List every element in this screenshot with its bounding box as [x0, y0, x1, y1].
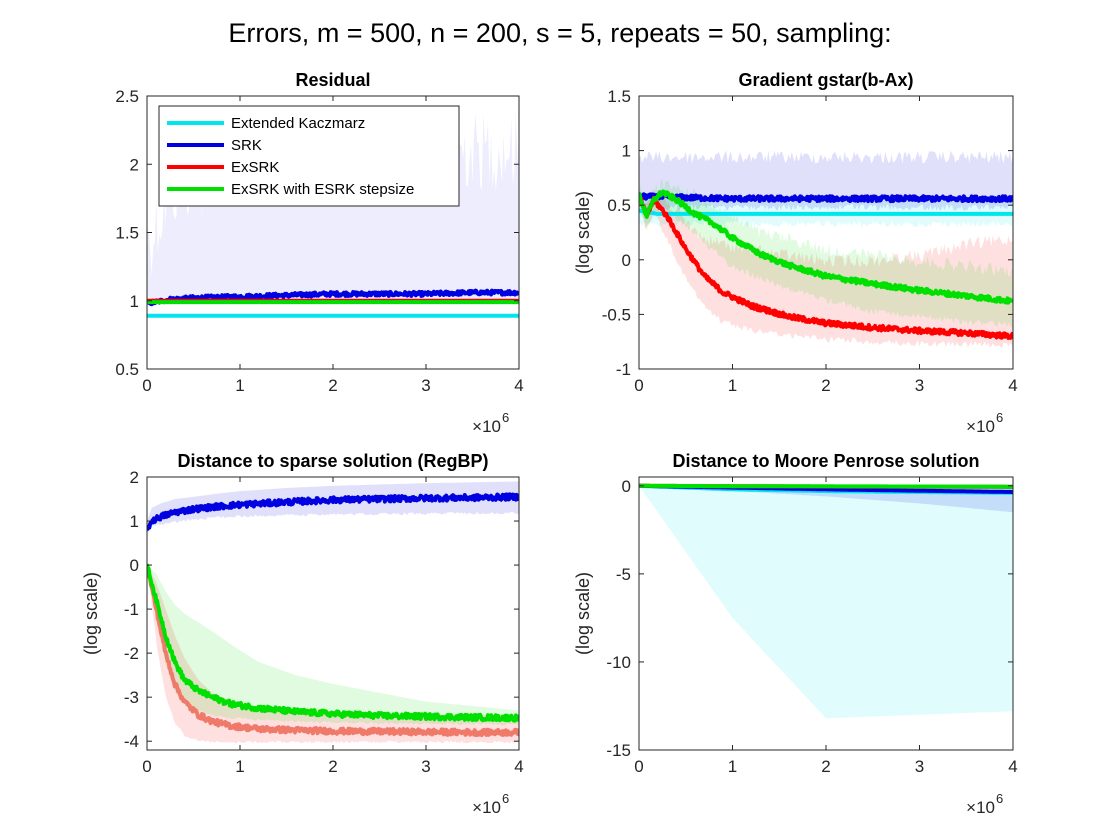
series-line-exsrk — [147, 565, 519, 738]
axes-background — [639, 477, 1013, 750]
x-exponent-label: ×10 — [966, 798, 995, 817]
x-tick-label: 4 — [514, 376, 523, 395]
y-tick-label: -4 — [124, 732, 139, 751]
plot-area — [147, 481, 519, 744]
y-tick-label: -1 — [124, 600, 139, 619]
y-tick-label: 0 — [130, 556, 139, 575]
y-tick-label: 2 — [130, 468, 139, 487]
x-exponent: 6 — [996, 410, 1003, 425]
y-tick-label: -5 — [616, 565, 631, 584]
y-axis-label: (log scale) — [81, 572, 101, 655]
legend-label-srk: SRK — [231, 137, 262, 154]
series-line-exsrk-with-esrk-stepsize — [639, 189, 1013, 305]
y-tick-label: -1 — [616, 360, 631, 379]
y-tick-label: 1 — [130, 512, 139, 531]
x-tick-label: 2 — [328, 757, 337, 776]
x-tick-label: 4 — [1008, 376, 1017, 395]
subplot-3: 0 1 2 3 4 -4 -3 -2 -1 0 1 2 ×10 6 Distance to sparse s… — [81, 451, 524, 817]
subplot-2: 0 1 2 3 4 -1 -0.5 0 0.5 1 1.5 ×10 6 Gradient gstar(b-… — [573, 70, 1018, 436]
x-tick-label: 4 — [1008, 757, 1017, 776]
y-axis-label: (log scale) — [573, 191, 593, 274]
x-tick-label: 3 — [421, 757, 430, 776]
y-tick-label: -0.5 — [602, 305, 631, 324]
y-tick-label: 2 — [130, 155, 139, 174]
y-tick-label: 0.5 — [115, 360, 139, 379]
y-tick-label: -3 — [124, 688, 139, 707]
x-tick-label: 1 — [728, 757, 737, 776]
y-tick-label: -15 — [606, 741, 631, 760]
y-tick-label: 2.5 — [115, 87, 139, 106]
y-tick-label: 0 — [622, 251, 631, 270]
series-line-exsrk — [639, 193, 1013, 340]
legend-label-exsrk: ExSRK — [231, 159, 279, 176]
x-exponent-label: ×10 — [472, 417, 501, 436]
y-tick-label: 1 — [622, 142, 631, 161]
axes-title: Distance to sparse solution (RegBP) — [177, 451, 488, 471]
x-tick-label: 1 — [728, 376, 737, 395]
y-tick-label: -10 — [606, 653, 631, 672]
x-tick-label: 1 — [235, 757, 244, 776]
y-tick-label: 0 — [622, 477, 631, 496]
x-exponent-label: ×10 — [472, 798, 501, 817]
plot-area — [639, 150, 1013, 349]
axes-background — [147, 477, 519, 750]
x-tick-label: 0 — [634, 376, 643, 395]
x-exponent: 6 — [502, 410, 509, 425]
x-tick-label: 1 — [235, 376, 244, 395]
series-line-exsrk-with-esrk-stepsize — [147, 563, 519, 723]
y-tick-label: 0.5 — [607, 196, 631, 215]
axes-title: Residual — [295, 70, 370, 90]
legend: Extended Kaczmarz SRK ExSRK ExSRK with ESRK… — [158, 105, 460, 207]
x-tick-label: 4 — [514, 757, 523, 776]
x-tick-label: 3 — [915, 757, 924, 776]
legend-label-extended-kaczmarz: Extended Kaczmarz — [231, 115, 365, 132]
x-exponent-label: ×10 — [966, 417, 995, 436]
y-tick-label: 1.5 — [115, 224, 139, 243]
band-exsrk-with-esrk-stepsize — [147, 562, 519, 726]
band-exsrk — [147, 564, 519, 744]
figure-title: Errors, m = 500, n = 200, s = 5, repeats… — [228, 18, 892, 48]
x-tick-label: 2 — [328, 376, 337, 395]
axes-title: Gradient gstar(b-Ax) — [738, 70, 913, 90]
plot-area — [639, 483, 1013, 719]
series-line-exsrk-with-esrk-stepsize — [639, 483, 1013, 489]
subplot-4: 0 1 2 3 4 -15 -10 -5 0 ×10 6 Distance to Moore Penr… — [573, 451, 1018, 817]
x-tick-label: 2 — [821, 376, 830, 395]
legend-label-exsrk-with-esrk-stepsize: ExSRK with ESRK stepsize — [231, 181, 414, 198]
subplot-1: 0 1 2 3 4 0.5 1 1.5 2 2.5 ×10 6 Residual Extended Kac… — [115, 70, 523, 436]
x-tick-label: 0 — [142, 376, 151, 395]
x-tick-label: 0 — [634, 757, 643, 776]
x-tick-label: 3 — [915, 376, 924, 395]
series-line-srk — [147, 288, 519, 307]
series-line-srk — [639, 192, 1013, 204]
y-tick-label: 1.5 — [607, 87, 631, 106]
series-line-srk — [147, 492, 519, 531]
x-tick-label: 0 — [142, 757, 151, 776]
x-tick-label: 3 — [421, 376, 430, 395]
y-tick-label: 1 — [130, 292, 139, 311]
axes-title: Distance to Moore Penrose solution — [672, 451, 979, 471]
x-exponent: 6 — [502, 791, 509, 806]
x-exponent: 6 — [996, 791, 1003, 806]
y-axis-label: (log scale) — [573, 572, 593, 655]
band-exsrk — [639, 188, 1013, 349]
y-tick-label: -2 — [124, 644, 139, 663]
band-extended-kaczmarz — [639, 485, 1013, 719]
x-tick-label: 2 — [821, 757, 830, 776]
